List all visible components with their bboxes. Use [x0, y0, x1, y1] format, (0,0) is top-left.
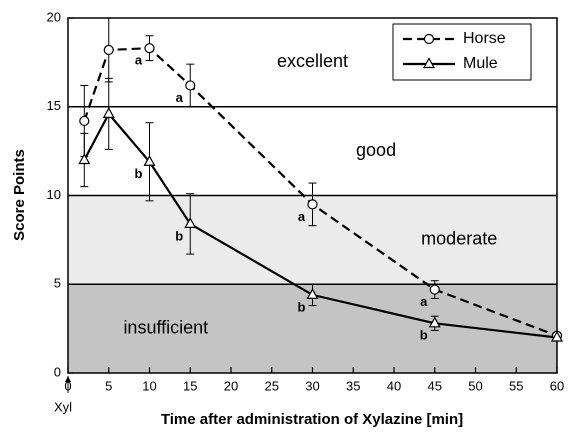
y-axis-label: Score Points [11, 149, 28, 241]
significance-label: b [135, 166, 143, 181]
significance-label: b [420, 328, 428, 343]
significance-label: a [420, 294, 428, 309]
data-point [143, 155, 156, 166]
zone-label: insufficient [123, 317, 208, 337]
y-tick-label: 20 [47, 9, 61, 24]
x-tick-label: 55 [509, 378, 523, 393]
zone-label: moderate [421, 229, 497, 249]
significance-label: a [298, 209, 306, 224]
x-tick-label: 60 [550, 378, 564, 393]
x-tick-label: 10 [142, 378, 156, 393]
data-point [144, 43, 155, 54]
data-point [428, 316, 441, 328]
x-axis-label: Time after administration of Xylazine [m… [161, 411, 463, 428]
data-point [184, 217, 197, 228]
x-tick-label: 20 [224, 378, 238, 393]
x-tick-label: 50 [468, 378, 482, 393]
x-tick-label: 25 [265, 378, 279, 393]
data-point [102, 107, 115, 118]
legend-marker [422, 57, 436, 69]
zone-label: excellent [277, 51, 348, 71]
zone-label: good [356, 140, 396, 160]
data-point [550, 330, 564, 342]
data-point [103, 44, 114, 56]
significance-label: b [298, 299, 306, 314]
significance-label: a [176, 90, 184, 105]
significance-label: b [175, 228, 183, 243]
x-marker-arrowhead [65, 376, 71, 382]
x-marker-label: Xyl [54, 399, 72, 414]
y-tick-label: 10 [47, 187, 61, 202]
y-tick-label: 5 [54, 276, 61, 291]
x-tick-label: 30 [305, 378, 319, 393]
data-point [306, 288, 319, 299]
data-point [307, 199, 318, 210]
y-tick-label: 15 [47, 98, 61, 113]
x-tick-label: 5 [105, 378, 112, 393]
legend-marker [423, 33, 435, 45]
data-point [79, 115, 90, 127]
legend-box [392, 23, 532, 81]
significance-label: a [135, 53, 143, 68]
data-point [78, 153, 91, 165]
x-tick-label: 35 [346, 378, 360, 393]
data-point [429, 284, 440, 295]
x-tick-label: 45 [428, 378, 442, 393]
legend-label: Mule [463, 55, 498, 72]
x-tick-label: 15 [183, 378, 197, 393]
data-point [185, 80, 196, 91]
y-tick-label: 0 [54, 364, 61, 379]
x-tick-label: 40 [387, 378, 401, 393]
legend-label: Horse [463, 30, 506, 47]
